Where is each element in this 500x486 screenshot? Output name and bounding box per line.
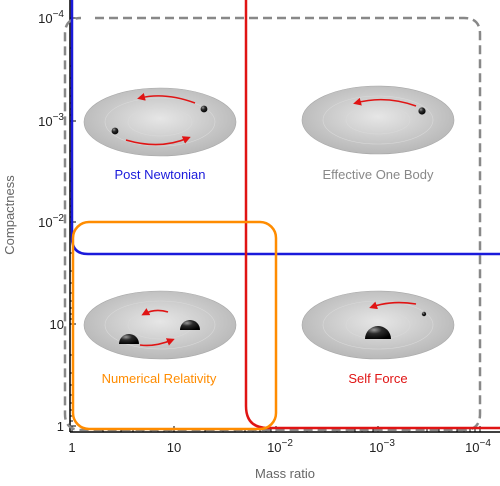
- x-tick-label: 1: [68, 440, 75, 455]
- numerical-relativity-illustration: [83, 290, 237, 360]
- numerical-relativity-label: Numerical Relativity: [102, 371, 217, 386]
- effective-one-body-illustration: [301, 85, 455, 155]
- black-hole: [418, 107, 426, 115]
- black-hole: [200, 105, 208, 113]
- y-tick-label: 10−2: [38, 213, 64, 230]
- black-hole: [365, 326, 391, 339]
- post-newtonian-illustration: [83, 87, 237, 157]
- effective-one-body-boundary: [63, 16, 482, 432]
- post-newtonian-label: Post Newtonian: [114, 167, 205, 182]
- self-force-boundary: [244, 0, 500, 430]
- orbit-arrow: [369, 301, 417, 310]
- orbital-disk: [301, 85, 455, 155]
- y-tick-label: 10−3: [38, 112, 64, 129]
- orbit-arrow: [125, 136, 191, 146]
- y-tick-label: 10−4: [38, 9, 64, 26]
- orbit-arrow: [141, 308, 169, 316]
- x-tick-label: 10−2: [267, 438, 293, 455]
- x-tick-label: 10: [167, 440, 181, 455]
- x-tick-label: 10−4: [465, 438, 491, 455]
- y-tick-label: 10: [50, 317, 64, 332]
- self-force-illustration: [301, 290, 455, 360]
- black-hole: [111, 127, 119, 135]
- y-axis-title: Compactness: [2, 175, 17, 255]
- x-tick-labels: 1 10 10−2 10−3 10−4: [68, 438, 491, 455]
- effective-one-body-label: Effective One Body: [322, 167, 434, 182]
- self-force-label: Self Force: [348, 371, 407, 386]
- x-axis-title: Mass ratio: [255, 466, 315, 481]
- x-tick-label: 10−3: [369, 438, 395, 455]
- y-tick-labels: 10−4 10−3 10−2 10 1: [38, 9, 64, 434]
- black-hole: [119, 334, 139, 344]
- orbit-arrow: [353, 97, 417, 107]
- numerical-relativity-boundary: [71, 220, 278, 431]
- orbital-disk: [83, 87, 237, 157]
- black-hole: [180, 320, 200, 330]
- black-hole: [421, 311, 427, 317]
- orbit-arrow: [137, 92, 196, 104]
- axis-frame: [69, 0, 500, 433]
- y-tick-label: 1: [57, 419, 64, 434]
- orbit-arrow: [139, 338, 175, 347]
- orbital-disk: [301, 290, 455, 360]
